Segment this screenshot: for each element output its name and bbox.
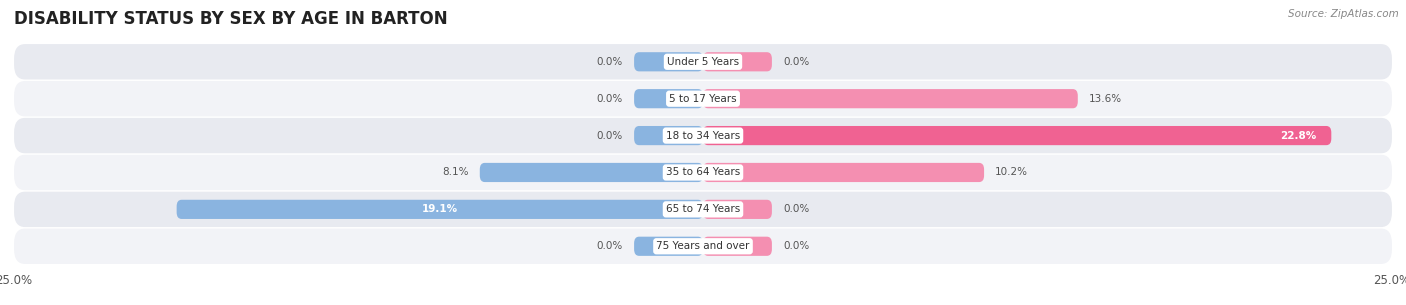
Text: 0.0%: 0.0%	[783, 241, 810, 251]
FancyBboxPatch shape	[14, 81, 1392, 117]
Text: DISABILITY STATUS BY SEX BY AGE IN BARTON: DISABILITY STATUS BY SEX BY AGE IN BARTO…	[14, 10, 447, 28]
FancyBboxPatch shape	[634, 89, 703, 108]
FancyBboxPatch shape	[479, 163, 703, 182]
FancyBboxPatch shape	[177, 200, 703, 219]
Text: 8.1%: 8.1%	[443, 167, 468, 178]
Text: 0.0%: 0.0%	[596, 131, 623, 141]
FancyBboxPatch shape	[14, 228, 1392, 264]
Text: Source: ZipAtlas.com: Source: ZipAtlas.com	[1288, 9, 1399, 19]
Legend: Male, Female: Male, Female	[644, 304, 762, 305]
FancyBboxPatch shape	[14, 192, 1392, 227]
Text: 18 to 34 Years: 18 to 34 Years	[666, 131, 740, 141]
FancyBboxPatch shape	[14, 155, 1392, 190]
FancyBboxPatch shape	[634, 126, 703, 145]
FancyBboxPatch shape	[703, 89, 1078, 108]
FancyBboxPatch shape	[703, 163, 984, 182]
FancyBboxPatch shape	[703, 200, 772, 219]
FancyBboxPatch shape	[703, 126, 1331, 145]
FancyBboxPatch shape	[703, 52, 772, 71]
Text: 19.1%: 19.1%	[422, 204, 458, 214]
Text: 35 to 64 Years: 35 to 64 Years	[666, 167, 740, 178]
Text: 0.0%: 0.0%	[783, 57, 810, 67]
Text: 22.8%: 22.8%	[1279, 131, 1316, 141]
Text: 10.2%: 10.2%	[995, 167, 1028, 178]
FancyBboxPatch shape	[703, 237, 772, 256]
Text: 0.0%: 0.0%	[596, 57, 623, 67]
FancyBboxPatch shape	[634, 52, 703, 71]
Text: 0.0%: 0.0%	[783, 204, 810, 214]
Text: 75 Years and over: 75 Years and over	[657, 241, 749, 251]
FancyBboxPatch shape	[14, 44, 1392, 80]
Text: 65 to 74 Years: 65 to 74 Years	[666, 204, 740, 214]
Text: 13.6%: 13.6%	[1088, 94, 1122, 104]
FancyBboxPatch shape	[634, 237, 703, 256]
FancyBboxPatch shape	[14, 118, 1392, 153]
Text: 5 to 17 Years: 5 to 17 Years	[669, 94, 737, 104]
Text: 0.0%: 0.0%	[596, 241, 623, 251]
Text: Under 5 Years: Under 5 Years	[666, 57, 740, 67]
Text: 0.0%: 0.0%	[596, 94, 623, 104]
